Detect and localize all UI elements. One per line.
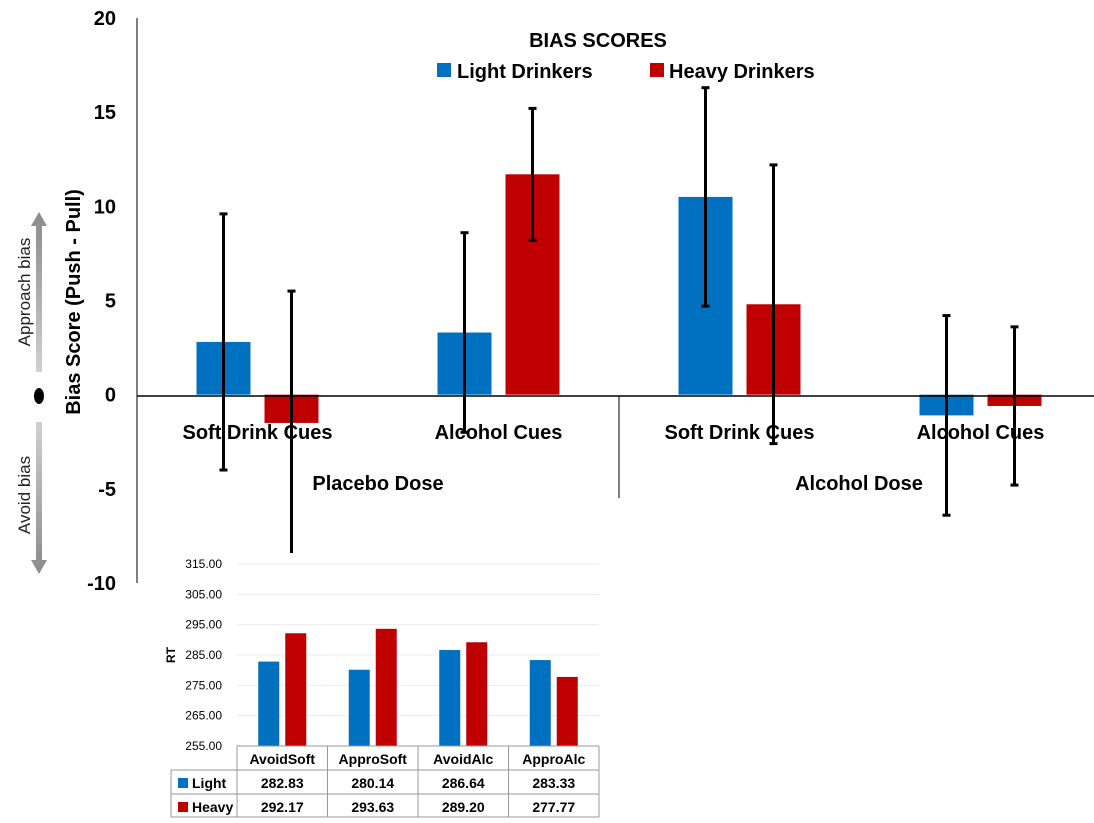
- origin-dot-icon: [34, 388, 44, 404]
- rt-tick-label: 265.00: [185, 709, 222, 723]
- table-value-cell: 289.20: [442, 799, 485, 815]
- rt-tick-label: 255.00: [185, 739, 222, 753]
- bias-direction-annotation: Approach bias Avoid bias: [15, 212, 47, 574]
- table-header-cell: ApproAlc: [522, 751, 585, 767]
- legend-label-heavy: Heavy Drinkers: [669, 61, 815, 83]
- rt-bar-light-AvoidSoft: [258, 661, 280, 746]
- rt-bar-heavy-ApproSoft: [375, 628, 397, 746]
- category-label: Soft Drink Cues: [182, 422, 332, 444]
- table-value-cell: 283.33: [532, 775, 575, 791]
- rt-bar-light-AvoidAlc: [439, 650, 461, 746]
- rt-bar-heavy-AvoidAlc: [466, 642, 488, 746]
- table-value-cell: 280.14: [351, 775, 394, 791]
- group-label-alcohol: Alcohol Dose: [795, 473, 923, 495]
- chart-title: BIAS SCORES: [529, 30, 667, 52]
- legend-swatch-heavy: [650, 63, 664, 77]
- table-value-cell: 286.64: [442, 775, 485, 791]
- avoid-arrow-icon: [31, 422, 47, 574]
- legend: Light Drinkers Heavy Drinkers: [437, 61, 815, 83]
- table-value-cell: 277.77: [532, 799, 575, 815]
- table-header-cell: AvoidAlc: [433, 751, 493, 767]
- table-header-cell: ApproSoft: [339, 751, 408, 767]
- y-tick-label: 15: [94, 102, 116, 124]
- rt-tick-label: 315.00: [185, 557, 222, 571]
- rt-tick-label: 275.00: [185, 678, 222, 692]
- rt-axis-label: RT: [164, 646, 178, 663]
- table-header-cell: AvoidSoft: [249, 751, 315, 767]
- y-tick-label: 0: [105, 385, 116, 407]
- category-label: Alcohol Cues: [435, 422, 563, 444]
- legend-swatch-light: [437, 63, 451, 77]
- avoid-bias-label: Avoid bias: [15, 456, 34, 534]
- y-tick-label: 5: [105, 291, 116, 313]
- rt-bar-light-ApproSoft: [348, 669, 370, 746]
- group-label-placebo: Placebo Dose: [312, 473, 443, 495]
- rt-bar-heavy-AvoidSoft: [285, 633, 307, 746]
- table-value-cell: 293.63: [351, 799, 394, 815]
- bias-score-chart: BIAS SCORES Light Drinkers Heavy Drinker…: [63, 8, 1094, 595]
- y-tick-label: -10: [87, 573, 116, 595]
- table-legend-swatch-light: [178, 778, 188, 788]
- category-label: Alcohol Cues: [917, 422, 1045, 444]
- legend-label-light: Light Drinkers: [457, 61, 593, 83]
- rt-bar-light-ApproAlc: [529, 660, 551, 746]
- table-row-label-light: Light: [192, 775, 227, 791]
- y-axis-label: Bias Score (Push - Pull): [63, 189, 85, 415]
- approach-arrow-icon: [31, 212, 47, 372]
- table-value-cell: 292.17: [261, 799, 304, 815]
- table-legend-swatch-heavy: [178, 802, 188, 812]
- category-label: Soft Drink Cues: [664, 422, 814, 444]
- rt-bar-heavy-ApproAlc: [556, 676, 578, 746]
- table-row-label-heavy: Heavy: [192, 799, 233, 815]
- rt-tick-label: 285.00: [185, 648, 222, 662]
- approach-bias-label: Approach bias: [15, 238, 34, 347]
- rt-chart-alcohol: RT 255.00 265.00 275.00 285.00 295.00 305.00 31…: [155, 553, 607, 823]
- rt-tick-label: 305.00: [185, 587, 222, 601]
- rt-tick-label: 295.00: [185, 618, 222, 632]
- y-tick-label: 20: [94, 8, 116, 30]
- table-value-cell: 282.83: [261, 775, 304, 791]
- y-tick-label: -5: [98, 479, 116, 501]
- y-tick-label: 10: [94, 196, 116, 218]
